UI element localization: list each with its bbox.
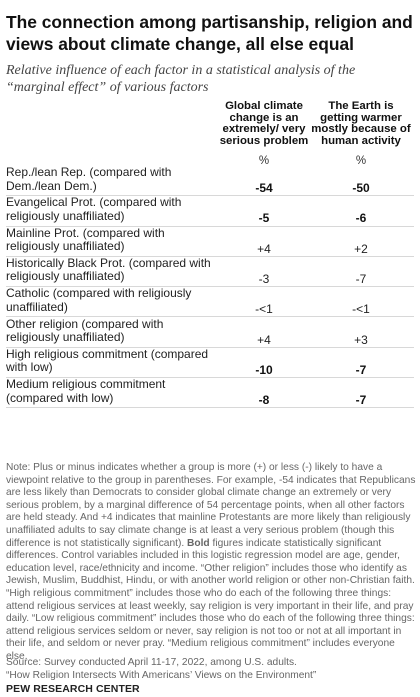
value-climate-problem: -5 xyxy=(258,211,270,226)
chart-title: The connection among partisanship, relig… xyxy=(6,12,413,54)
value-earth-warming: -50 xyxy=(352,181,370,195)
row-label: Evangelical Prot. (compared with religio… xyxy=(6,195,182,223)
value-earth-warming: -7 xyxy=(355,393,367,408)
value-earth-warming: -7 xyxy=(355,271,367,286)
value-climate-problem: +4 xyxy=(257,332,271,347)
value-climate-problem: -3 xyxy=(258,271,270,286)
chart-subtitle: Relative influence of each factor in a s… xyxy=(6,63,356,95)
row-label: Rep./lean Rep. (compared with Dem./lean … xyxy=(6,165,172,193)
column-unit-climate-problem: % xyxy=(258,155,270,167)
table-row: Other religion (compared with religiousl… xyxy=(6,316,414,348)
note-bold-word: Bold xyxy=(187,537,210,549)
row-label: Medium religious commitment (compared wi… xyxy=(6,377,166,405)
value-climate-problem: -10 xyxy=(255,362,273,377)
table-row: Medium religious commitment (compared wi… xyxy=(6,377,414,409)
row-label: Historically Black Prot. (compared with … xyxy=(6,255,211,284)
source-report-title: “How Religion Intersects With Americans’… xyxy=(6,669,317,681)
table-row: High religious commitment (compared with… xyxy=(6,346,414,379)
value-earth-warming: -6 xyxy=(355,211,367,226)
column-header-earth-warming: The Earth is getting warmer mostly becau… xyxy=(311,100,411,147)
value-climate-problem: -<1 xyxy=(255,302,273,317)
row-label: Mainline Prot. (compared with religiousl… xyxy=(6,225,165,254)
value-earth-warming: -<1 xyxy=(352,302,370,317)
chart-note: Note: Plus or minus indicates whether a … xyxy=(6,462,416,664)
table-row: Historically Black Prot. (compared with … xyxy=(6,255,414,288)
value-earth-warming: -7 xyxy=(355,362,367,377)
column-unit-earth-warming: % xyxy=(355,155,367,167)
table-row: Catholic (compared with religiously unaf… xyxy=(6,286,414,318)
value-climate-problem: -54 xyxy=(255,181,273,195)
row-label: High religious commitment (compared with… xyxy=(6,346,209,375)
value-climate-problem: +4 xyxy=(257,241,271,256)
note-text-part1: Note: Plus or minus indicates whether a … xyxy=(6,462,416,549)
table-row: Rep./lean Rep. (compared with Dem./lean … xyxy=(6,165,414,197)
value-climate-problem: -8 xyxy=(258,393,270,408)
table-row: Mainline Prot. (compared with religiousl… xyxy=(6,225,414,257)
column-header-climate-problem: Global climate change is an extremely/ v… xyxy=(219,100,309,147)
value-earth-warming: +3 xyxy=(354,332,368,347)
row-label: Other religion (compared with religiousl… xyxy=(6,316,164,344)
brand-logo-text: PEW RESEARCH CENTER xyxy=(6,683,140,695)
chart-source: Source: Survey conducted April 11-17, 20… xyxy=(6,657,416,682)
value-earth-warming: +2 xyxy=(354,241,368,256)
table-row: Evangelical Prot. (compared with religio… xyxy=(6,195,414,227)
source-line: Source: Survey conducted April 11-17, 20… xyxy=(6,657,297,668)
note-text-part2: figures indicate statistically significa… xyxy=(6,537,415,662)
row-label: Catholic (compared with religiously unaf… xyxy=(6,286,192,314)
